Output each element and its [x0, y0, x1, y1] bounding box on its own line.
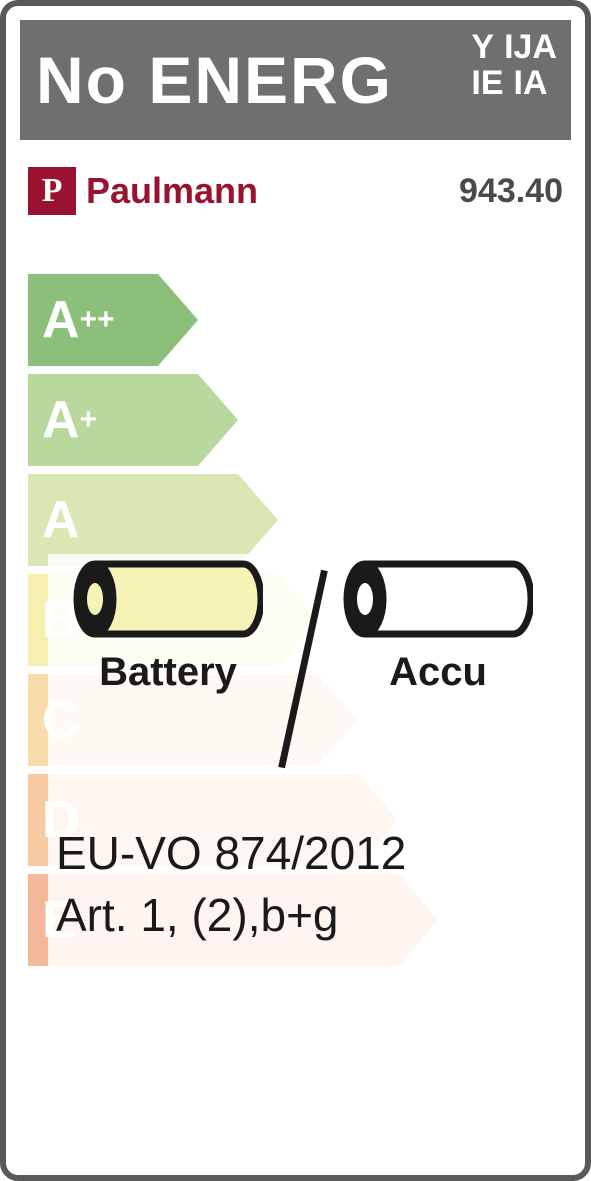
energy-arrow-body: A++ — [28, 274, 158, 366]
energy-arrow-label: A — [42, 290, 80, 350]
regulation-text: EU-VO 874/2012 Art. 1, (2),b+g — [48, 822, 558, 946]
battery-icon-right — [343, 554, 533, 644]
energy-arrow-point — [198, 374, 238, 466]
header-suffix-0a: Y — [471, 30, 494, 66]
header-bar: No ENERG Y IJA IE IA — [20, 20, 571, 140]
header-suffix-1a: IE — [471, 66, 503, 102]
battery-right-label: Accu — [389, 650, 487, 695]
battery-icon-left — [73, 554, 263, 644]
bottom-space — [6, 994, 585, 1175]
energy-arrow-A+: A+ — [28, 374, 563, 466]
header-suffix-1b: IA — [514, 66, 548, 102]
energy-arrow-point — [238, 474, 278, 566]
header-main-text: No ENERG — [36, 42, 393, 118]
energy-label-frame: No ENERG Y IJA IE IA P Paulmann 943.40 A… — [0, 0, 591, 1181]
regulation-line2: Art. 1, (2),b+g — [56, 884, 558, 946]
header-suffix-0b: IJA — [504, 30, 557, 66]
energy-arrow-A: A — [28, 474, 563, 566]
battery-slash — [273, 554, 333, 784]
energy-arrow-A++: A++ — [28, 274, 563, 366]
energy-arrow-suffix: + — [80, 403, 98, 437]
battery-row: Battery Accu — [48, 554, 558, 784]
energy-arrow-label: A — [42, 390, 80, 450]
model-number: 943.40 — [459, 172, 563, 211]
battery-right-col: Accu — [333, 554, 543, 695]
battery-left-col: Battery — [63, 554, 273, 695]
energy-arrow-body: A+ — [28, 374, 198, 466]
brand-row: P Paulmann 943.40 — [28, 158, 563, 224]
regulation-line1: EU-VO 874/2012 — [56, 822, 558, 884]
header-suffix-block: Y IJA IE IA — [471, 30, 557, 101]
brand-name: Paulmann — [86, 170, 258, 212]
battery-overlay: Battery Accu — [48, 554, 558, 974]
energy-arrow-label: A — [42, 490, 80, 550]
brand: P Paulmann — [28, 167, 258, 215]
battery-left-label: Battery — [99, 650, 237, 695]
energy-arrow-suffix: ++ — [80, 303, 115, 337]
energy-arrow-point — [158, 274, 198, 366]
energy-arrow-body: A — [28, 474, 238, 566]
middle-area: A++A+ABCDE Battery — [28, 274, 563, 994]
brand-badge: P — [28, 167, 76, 215]
